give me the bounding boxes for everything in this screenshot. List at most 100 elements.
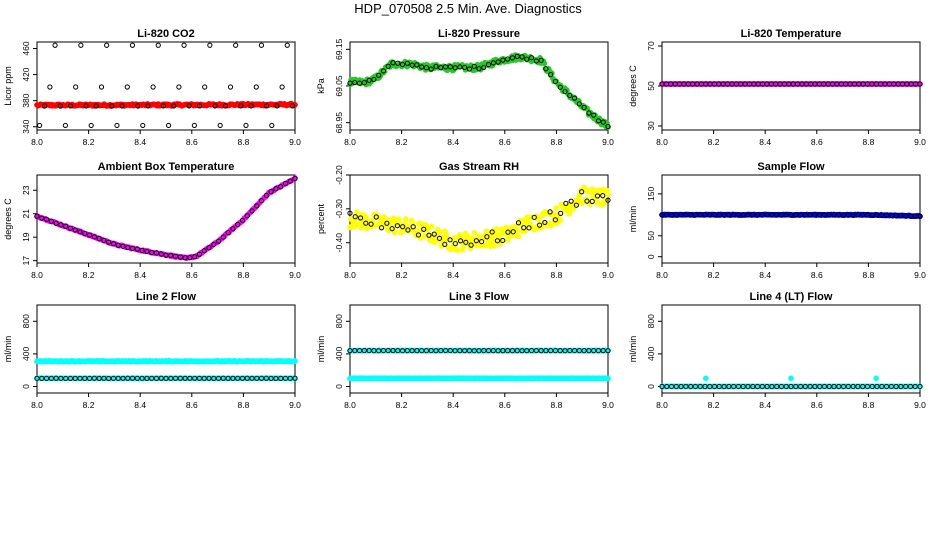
data-point <box>850 212 856 218</box>
data-point <box>817 212 823 218</box>
data-point <box>399 61 406 68</box>
data-point <box>457 64 463 70</box>
data-point <box>390 60 396 66</box>
data-point <box>269 122 275 129</box>
data-point <box>702 212 708 218</box>
series-1-min-low <box>347 375 611 382</box>
data-point <box>600 119 606 125</box>
data-point <box>573 202 580 208</box>
y-tick-label: 69.15 <box>334 38 344 60</box>
plot-frame <box>36 304 296 394</box>
data-point <box>454 247 461 254</box>
series-2-5-min-ave <box>659 212 923 219</box>
data-point <box>726 212 732 218</box>
data-point <box>436 235 443 241</box>
x-tick-label: 8.8 <box>237 137 249 147</box>
y-tick-label: 460 <box>21 41 31 55</box>
data-point <box>442 64 449 70</box>
data-point <box>659 212 665 218</box>
data-point <box>831 212 837 218</box>
data-point <box>568 198 574 204</box>
data-point <box>165 122 172 129</box>
data-point <box>476 66 482 72</box>
panel-title: Line 2 Flow <box>136 291 196 303</box>
data-point <box>63 223 69 229</box>
data-point <box>88 122 94 129</box>
panel-title: Li-820 Pressure <box>438 28 520 40</box>
x-tick-label: 8.4 <box>759 400 771 410</box>
data-point <box>553 205 560 211</box>
data-point <box>380 68 387 74</box>
data-point <box>589 198 595 204</box>
y-tick-label: 23 <box>21 185 31 195</box>
data-point <box>104 42 110 48</box>
data-point <box>471 229 478 236</box>
data-point <box>697 212 703 218</box>
data-point <box>292 101 298 108</box>
panel-title: Li-820 Temperature <box>741 28 842 40</box>
data-point <box>605 375 611 382</box>
data-point <box>415 232 422 238</box>
data-point <box>191 122 197 129</box>
x-tick-label: 8.4 <box>447 137 459 147</box>
data-point <box>438 65 444 71</box>
data-point <box>688 212 694 218</box>
data-point <box>235 221 241 228</box>
data-point <box>769 212 775 218</box>
series-1-min <box>34 175 298 262</box>
data-point <box>385 63 391 69</box>
x-tick-label: 9.0 <box>602 270 614 280</box>
data-point <box>222 103 228 109</box>
page-title: HDP_070508 2.5 Min. Ave. Diagnostics <box>354 1 582 16</box>
data-point <box>759 212 765 218</box>
data-point <box>153 250 160 256</box>
data-point <box>39 215 45 221</box>
data-point <box>903 213 909 219</box>
data-point <box>347 210 353 216</box>
x-tick-label: 8.0 <box>344 270 356 280</box>
x-tick-label: 8.2 <box>396 270 408 280</box>
data-point <box>371 76 377 83</box>
x-tick-label: 8.8 <box>550 270 562 280</box>
data-point <box>72 227 78 233</box>
x-tick-label: 9.0 <box>914 137 926 147</box>
data-point <box>48 218 54 224</box>
y-tick-label: 17 <box>21 256 31 266</box>
data-point <box>505 229 511 235</box>
data-point <box>424 226 431 233</box>
x-tick-label: 8.2 <box>708 137 720 147</box>
data-point <box>426 232 432 238</box>
data-point <box>783 212 789 218</box>
data-point <box>595 118 602 124</box>
data-point <box>263 192 269 198</box>
data-point <box>73 84 79 90</box>
data-point <box>797 212 804 218</box>
data-point <box>750 212 756 218</box>
data-point <box>140 122 146 129</box>
data-point <box>67 225 74 231</box>
data-point <box>158 251 164 257</box>
data-point <box>186 103 192 109</box>
data-point <box>774 212 780 218</box>
data-point <box>182 255 188 261</box>
x-tick-label: 9.0 <box>289 270 301 280</box>
data-point <box>171 103 177 109</box>
x-tick-label: 8.2 <box>83 137 95 147</box>
data-point <box>239 217 246 223</box>
data-point <box>521 225 527 231</box>
x-tick-label: 8.2 <box>396 137 408 147</box>
y-tick-label: 800 <box>21 314 31 328</box>
data-point <box>249 208 255 214</box>
data-point <box>436 229 443 235</box>
data-point <box>98 84 105 90</box>
data-point <box>594 193 601 199</box>
y-tick-label: -0.20 <box>334 165 344 185</box>
x-tick-label: 8.6 <box>499 270 511 280</box>
data-point <box>788 375 794 382</box>
data-point <box>552 78 559 85</box>
data-point <box>495 59 501 65</box>
x-tick-label: 8.8 <box>862 137 874 147</box>
y-tick-label: 400 <box>21 347 31 361</box>
data-point <box>678 212 684 218</box>
data-point <box>352 79 358 86</box>
